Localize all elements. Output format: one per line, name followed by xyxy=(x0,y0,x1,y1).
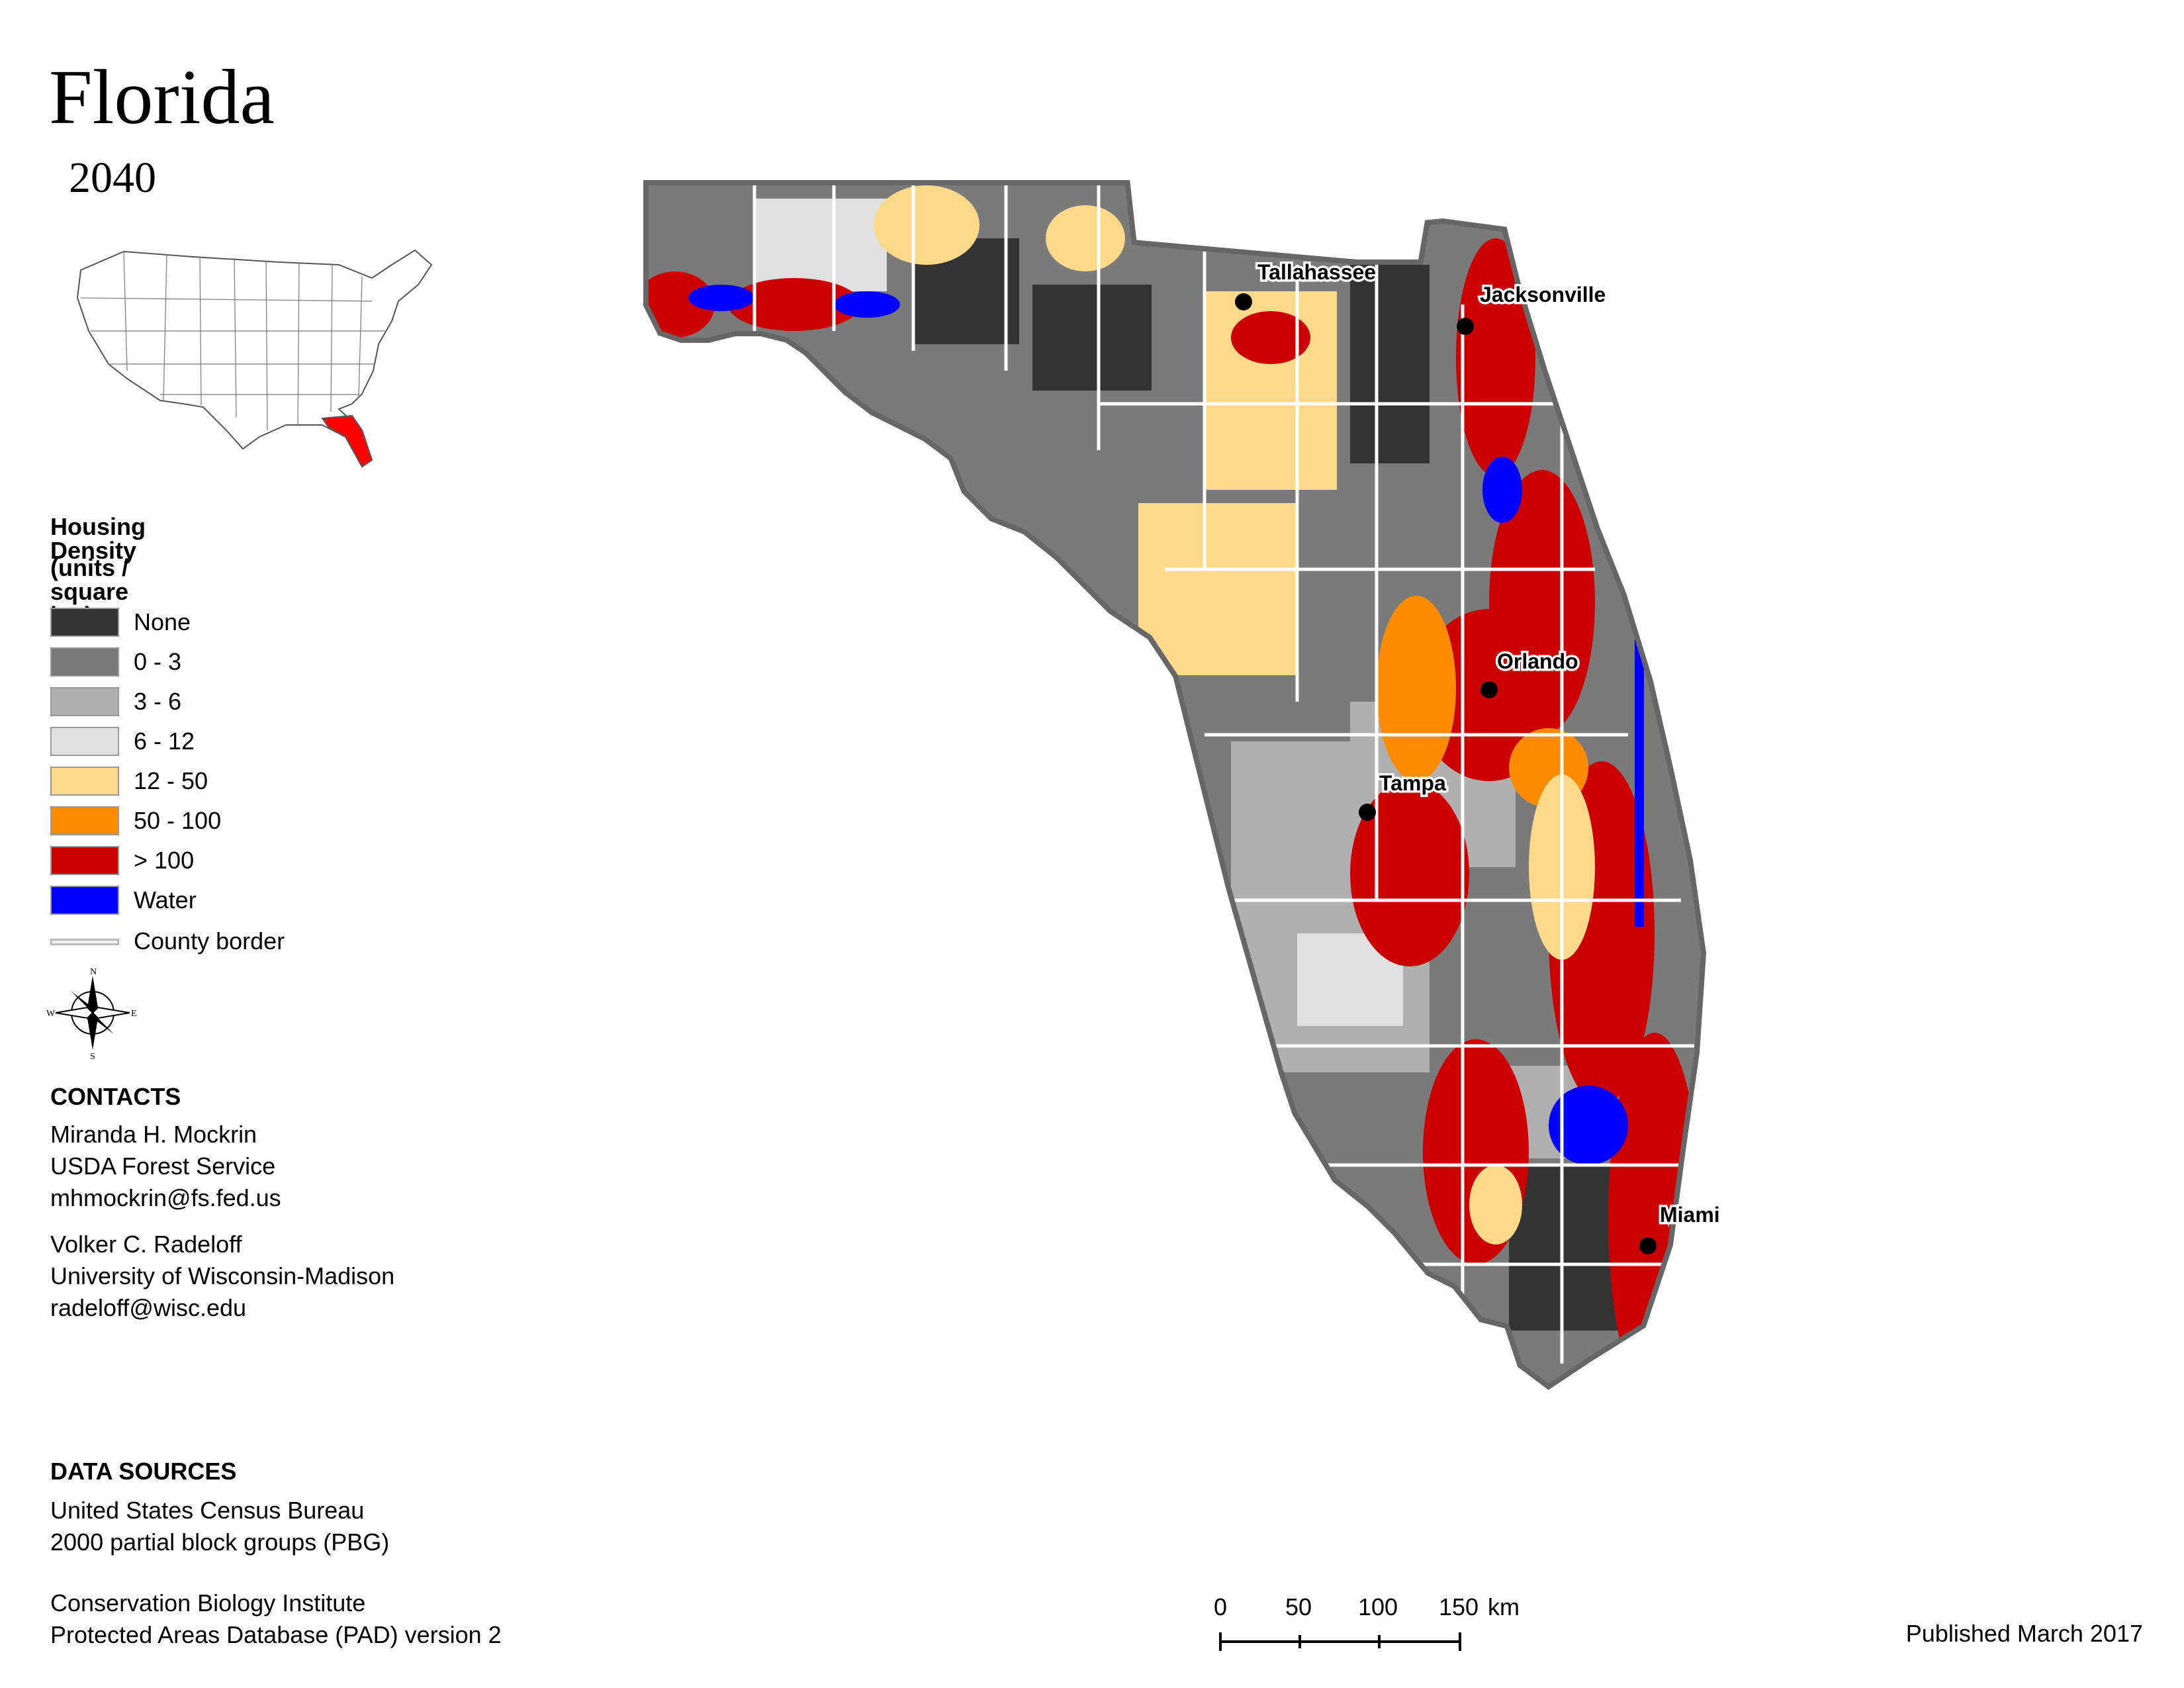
data-source-line: United States Census Bureau xyxy=(50,1497,365,1524)
scale-bar-graphic xyxy=(1219,1632,1461,1651)
legend-swatch xyxy=(50,608,119,637)
legend-label: Water xyxy=(134,886,197,914)
scale-bar: 0 50 100 150 km xyxy=(1211,1595,1529,1662)
legend-label: County border xyxy=(134,927,285,955)
contact-org: University of Wisconsin-Madison xyxy=(50,1262,395,1289)
compass-rose-icon: N S W E xyxy=(46,967,137,1059)
legend-item: 6 - 12 xyxy=(50,727,381,759)
data-source-line: 2000 partial block groups (PBG) xyxy=(50,1528,390,1556)
city-label-tallahassee: Tallahassee xyxy=(1257,260,1376,284)
legend-swatch xyxy=(50,806,119,835)
data-source-line: Protected Areas Database (PAD) version 2 xyxy=(50,1621,502,1648)
city-label-tampa: Tampa xyxy=(1379,771,1446,795)
scale-tick-label: 0 xyxy=(1214,1593,1228,1620)
contact-org: USDA Forest Service xyxy=(50,1152,276,1180)
legend-label: None xyxy=(134,608,191,635)
florida-housing-density-map: Tallahassee Jacksonville Orlando Tampa M… xyxy=(635,172,1722,1529)
legend-item-county-border: County border xyxy=(50,927,381,959)
legend-item: Water xyxy=(50,886,381,917)
legend-swatch xyxy=(50,886,119,915)
data-source-line: Conservation Biology Institute xyxy=(50,1589,366,1617)
published-date: Published March 2017 xyxy=(1905,1620,2143,1647)
legend-label: > 100 xyxy=(134,847,195,874)
contact-name: Volker C. Radeloff xyxy=(50,1231,242,1258)
scale-tick-label: 50 xyxy=(1285,1593,1312,1620)
contact-email: mhmockrin@fs.fed.us xyxy=(50,1184,281,1211)
svg-text:W: W xyxy=(46,1009,56,1019)
orlando-marker xyxy=(1480,681,1498,698)
city-label-jacksonville: Jacksonville xyxy=(1480,283,1606,306)
city-label-miami: Miami xyxy=(1660,1203,1720,1227)
legend-label: 12 - 50 xyxy=(134,767,208,794)
legend-title: Housing Density xyxy=(50,513,146,564)
city-markers: Tallahassee Jacksonville Orlando Tampa M… xyxy=(1235,258,1722,1254)
legend-item: 50 - 100 xyxy=(50,806,381,838)
tallahassee-marker xyxy=(1235,293,1252,310)
legend-item: None xyxy=(50,608,381,639)
legend-label: 6 - 12 xyxy=(134,727,195,755)
tampa-marker xyxy=(1359,804,1376,821)
contact-name: Miranda H. Mockrin xyxy=(50,1121,257,1148)
florida-highlight xyxy=(321,414,373,468)
legend-swatch xyxy=(50,846,119,875)
data-sources-heading: DATA SOURCES xyxy=(50,1458,237,1485)
county-border-swatch xyxy=(50,939,119,945)
miami-marker xyxy=(1639,1237,1657,1254)
contact-email: radeloff@wisc.edu xyxy=(50,1294,247,1321)
county-borders xyxy=(752,185,1694,1364)
map-year: 2040 xyxy=(69,154,156,202)
legend-item: > 100 xyxy=(50,846,381,878)
legend-label: 0 - 3 xyxy=(134,648,182,675)
legend-item: 12 - 50 xyxy=(50,767,381,798)
scale-tick-label: 150 xyxy=(1439,1593,1479,1620)
jacksonville-marker xyxy=(1457,318,1474,335)
city-label-orlando: Orlando xyxy=(1497,649,1578,673)
svg-text:N: N xyxy=(90,967,97,977)
scale-unit: km xyxy=(1488,1593,1520,1620)
legend-item: 0 - 3 xyxy=(50,647,381,679)
legend-item: 3 - 6 xyxy=(50,687,381,719)
legend-swatch xyxy=(50,687,119,716)
legend-swatch xyxy=(50,647,119,677)
scale-tick-label: 100 xyxy=(1358,1593,1398,1620)
svg-text:S: S xyxy=(90,1052,95,1059)
density-layer xyxy=(649,185,1701,1383)
svg-text:E: E xyxy=(131,1009,137,1019)
legend-label: 3 - 6 xyxy=(134,688,182,715)
us-locator-map xyxy=(76,249,433,468)
legend-swatch xyxy=(50,767,119,796)
legend-swatch xyxy=(50,727,119,756)
legend-label: 50 - 100 xyxy=(134,807,222,834)
map-title: Florida xyxy=(49,54,275,140)
contacts-heading: CONTACTS xyxy=(50,1083,181,1110)
